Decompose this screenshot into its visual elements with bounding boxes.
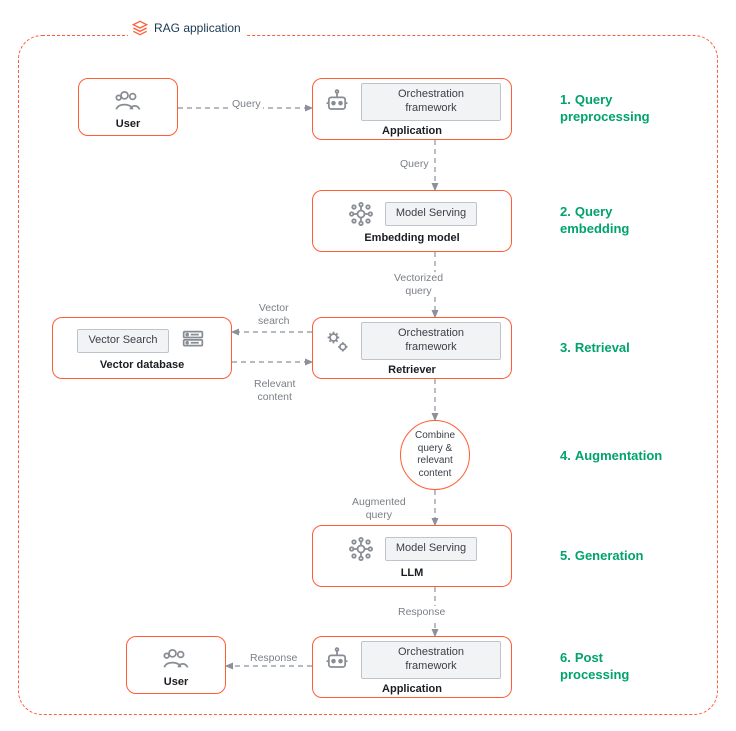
- edge-label: Response: [248, 652, 299, 665]
- step-num: 3.: [560, 340, 571, 355]
- node-label: LLM: [401, 567, 424, 579]
- node-retriever: Orchestration framework Retriever: [312, 317, 512, 379]
- edge-label: Query: [230, 98, 263, 111]
- edge-label: Vectorized query: [392, 272, 445, 297]
- users-icon: [162, 644, 190, 672]
- edge-label: Query: [398, 158, 431, 171]
- chip-orchestration: Orchestration framework: [361, 322, 501, 360]
- node-label: User: [116, 118, 140, 130]
- serving-icon: [347, 200, 375, 228]
- edge-label: Vector search: [256, 302, 292, 327]
- step-2: 2.Query embedding: [560, 204, 629, 238]
- node-embedding-model: Model Serving Embedding model: [312, 190, 512, 252]
- step-4: 4. Augmentation: [560, 448, 662, 465]
- step-text: Generation: [575, 548, 644, 563]
- step-num: 2.: [560, 204, 571, 219]
- step-6: 6.Post processing: [560, 650, 629, 684]
- database-icon: [179, 327, 207, 355]
- gears-icon: [323, 327, 351, 355]
- chip-model-serving: Model Serving: [385, 537, 477, 561]
- chip-orchestration: Orchestration framework: [361, 83, 501, 121]
- chip-text: Vector Search: [88, 334, 157, 346]
- layers-icon: [132, 20, 148, 36]
- serving-icon: [347, 535, 375, 563]
- chip-text: Model Serving: [396, 207, 466, 219]
- chip-text: Orchestration framework: [398, 88, 464, 114]
- node-label: Retriever: [388, 364, 436, 376]
- robot-icon: [323, 88, 351, 116]
- chip-text: Orchestration framework: [398, 646, 464, 672]
- chip-orchestration: Orchestration framework: [361, 641, 501, 679]
- node-label: User: [164, 676, 188, 688]
- step-num: 6.: [560, 650, 571, 665]
- node-label: Application: [382, 125, 442, 137]
- node-llm: Model Serving LLM: [312, 525, 512, 587]
- chip-text: Orchestration framework: [398, 327, 464, 353]
- chip-text: Model Serving: [396, 542, 466, 554]
- chip-model-serving: Model Serving: [385, 202, 477, 226]
- node-application-bottom: Orchestration framework Application: [312, 636, 512, 698]
- node-combine: Combine query & relevant content: [400, 420, 470, 490]
- node-vector-database: Vector Search Vector database: [52, 317, 232, 379]
- node-application-top: Orchestration framework Application: [312, 78, 512, 140]
- step-num: 1.: [560, 92, 571, 107]
- robot-icon: [323, 646, 351, 674]
- combine-text: Combine query & relevant content: [415, 430, 455, 480]
- step-num: 5.: [560, 548, 571, 563]
- step-text: Augmentation: [575, 448, 662, 463]
- edge-label: Augmented query: [350, 496, 408, 521]
- step-3: 3. Retrieval: [560, 340, 630, 357]
- edge-label: Response: [396, 606, 447, 619]
- container-title-row: RAG application: [128, 20, 245, 36]
- step-1: 1.Query preprocessing: [560, 92, 650, 126]
- step-5: 5. Generation: [560, 548, 643, 565]
- node-label: Application: [382, 683, 442, 695]
- node-user-top: User: [78, 78, 178, 136]
- node-user-bottom: User: [126, 636, 226, 694]
- node-label: Vector database: [100, 359, 184, 371]
- node-label: Embedding model: [364, 232, 459, 244]
- container-title: RAG application: [154, 21, 241, 35]
- edge-label: Relevant content: [252, 378, 297, 403]
- step-text: Query preprocessing: [560, 92, 650, 124]
- step-text: Retrieval: [575, 340, 630, 355]
- chip-vector-search: Vector Search: [77, 329, 168, 353]
- users-icon: [114, 86, 142, 114]
- step-num: 4.: [560, 448, 571, 463]
